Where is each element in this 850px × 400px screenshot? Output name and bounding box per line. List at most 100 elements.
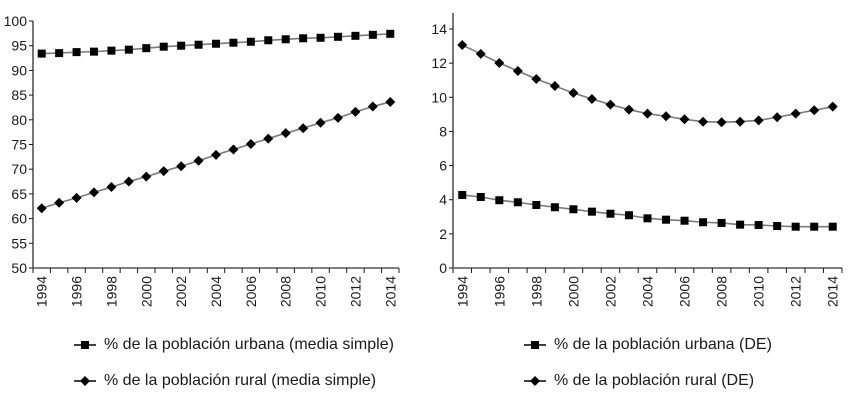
square-marker <box>532 201 541 210</box>
x-tick-label: 2000 <box>565 276 581 307</box>
legend-item-urban-mean: % de la población urbana (media simple) <box>74 335 394 355</box>
y-tick-label: 70 <box>11 161 27 177</box>
square-marker <box>624 211 633 220</box>
square-marker <box>699 218 708 227</box>
diamond-marker <box>350 106 361 117</box>
square-marker-icon <box>74 341 96 349</box>
square-marker <box>334 32 342 41</box>
diamond-marker <box>263 133 274 144</box>
square-marker <box>177 41 186 50</box>
y-tick-label: 12 <box>431 55 447 71</box>
chart-urban-rural-mean: 50 55 60 65 70 75 80 85 90 95 100 1994 1996 1998 2000 2… <box>4 13 400 307</box>
x-tick-label: 2002 <box>602 276 618 307</box>
diamond-marker <box>772 112 783 123</box>
square-marker <box>495 196 504 205</box>
diamond-marker <box>54 197 65 208</box>
y-tick-label: 60 <box>11 211 27 227</box>
diamond-marker <box>790 108 801 119</box>
diamond-marker <box>367 101 378 112</box>
x-tick-label: 1998 <box>103 276 119 307</box>
square-marker <box>736 220 745 229</box>
legend-label: % de la población rural (DE) <box>554 372 755 389</box>
diamond-marker <box>123 176 134 187</box>
square-marker <box>606 209 615 218</box>
x-tick-label: 2002 <box>173 276 189 307</box>
square-marker <box>662 215 671 224</box>
y-tick-label: 2 <box>439 226 447 242</box>
square-marker <box>717 218 726 227</box>
legend-label: % de la población rural (media simple) <box>104 372 377 389</box>
y-tick-label: 100 <box>4 13 28 29</box>
square-marker <box>368 30 377 39</box>
x-tick-label: 1996 <box>491 276 507 307</box>
x-tick-label: 1994 <box>34 276 50 307</box>
diamond-marker <box>158 166 169 177</box>
square-marker <box>773 222 782 231</box>
square-marker <box>754 220 763 229</box>
diamond-marker <box>661 111 672 122</box>
diamond-marker <box>106 181 117 192</box>
y-tick-label: 50 <box>11 260 27 276</box>
square-marker <box>386 29 395 38</box>
diamond-marker-icon <box>524 376 546 386</box>
diamond-marker <box>315 117 326 128</box>
diamond-marker <box>245 139 256 150</box>
diamond-marker <box>679 114 690 125</box>
square-marker <box>569 205 578 214</box>
diamond-marker <box>753 115 764 126</box>
x-tick-label: 2006 <box>677 276 693 307</box>
y-tick-label: 8 <box>439 123 447 139</box>
diamond-marker-icon <box>74 376 96 386</box>
square-marker <box>680 216 689 225</box>
y-tick-label: 65 <box>11 186 27 202</box>
x-tick-label: 2004 <box>208 276 224 307</box>
diamond-marker <box>141 171 152 182</box>
diamond-marker <box>716 117 727 128</box>
x-tick-label: 2010 <box>751 276 767 307</box>
diamond-marker <box>512 65 523 76</box>
diamond-marker <box>457 40 468 51</box>
square-marker <box>194 40 203 49</box>
x-tick-label: 2006 <box>243 276 259 307</box>
square-marker <box>246 37 255 46</box>
square-marker <box>476 192 485 201</box>
square-marker <box>351 31 360 40</box>
diamond-marker <box>71 192 82 203</box>
square-marker <box>37 49 46 58</box>
y-tick-label: 6 <box>439 158 447 174</box>
square-marker <box>264 36 273 45</box>
diamond-marker <box>605 99 616 110</box>
x-tick-label: 2014 <box>825 276 841 307</box>
x-tick-label: 2000 <box>138 276 154 307</box>
legend-item-rural-sd: % de la población rural (DE) <box>524 371 754 391</box>
x-tick-label: 2004 <box>640 276 656 307</box>
square-marker <box>281 35 290 44</box>
diamond-marker <box>36 203 47 214</box>
square-marker <box>513 198 522 207</box>
diamond-marker <box>211 149 221 160</box>
y-tick-label: 14 <box>431 21 447 37</box>
x-tick-label: 1998 <box>528 276 544 307</box>
square-marker <box>550 203 559 212</box>
square-marker-icon <box>524 341 546 349</box>
diamond-marker <box>475 48 486 59</box>
square-marker <box>791 222 800 231</box>
y-tick-label: 75 <box>11 137 27 153</box>
diamond-marker <box>228 144 239 155</box>
x-tick-label: 2014 <box>382 276 398 307</box>
square-marker <box>212 39 220 48</box>
square-marker <box>159 42 168 51</box>
diamond-marker <box>698 116 709 127</box>
square-marker <box>316 33 325 42</box>
legend-label: % de la población urbana (DE) <box>554 336 772 353</box>
y-tick-label: 0 <box>439 260 447 276</box>
square-marker <box>107 46 116 55</box>
square-marker <box>90 47 98 56</box>
y-tick-label: 55 <box>11 235 27 251</box>
square-marker <box>828 222 837 231</box>
legend-item-rural-mean: % de la población rural (media simple) <box>74 371 376 391</box>
y-tick-label: 80 <box>11 112 27 128</box>
diamond-marker <box>642 108 653 119</box>
square-marker <box>229 38 238 47</box>
